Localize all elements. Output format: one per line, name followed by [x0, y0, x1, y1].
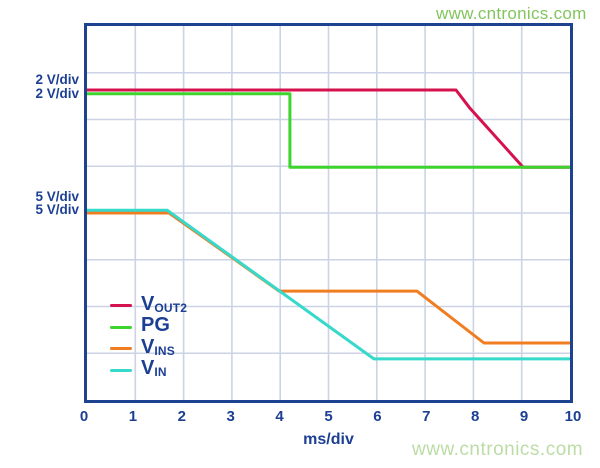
legend-item-vout2: VOUT2	[110, 292, 188, 317]
legend-item-pg: PG	[110, 314, 187, 339]
x-tick-label: 1	[128, 408, 138, 425]
x-tick-label: 5	[324, 408, 333, 425]
x-tick-label: 8	[471, 408, 480, 425]
scale-label-vout2: 2 V/div	[35, 72, 79, 87]
trace-pg	[87, 92, 570, 169]
x-axis-title: ms/div	[303, 431, 354, 448]
trace-v_ins	[87, 211, 570, 345]
legend-swatch-pg	[110, 325, 132, 329]
x-tick-label: 10	[564, 408, 582, 425]
legend-swatch-vout2	[110, 304, 132, 308]
x-tick-label: 7	[422, 408, 431, 425]
waveform-chart	[87, 26, 570, 400]
legend-swatch-vins	[110, 347, 132, 351]
x-tick-label: 6	[373, 408, 382, 425]
watermark-top: www.cntronics.com	[436, 4, 587, 23]
x-tick-label: 3	[226, 408, 235, 425]
x-tick-label: 0	[79, 408, 89, 425]
x-tick-label: 9	[519, 408, 529, 425]
plot-area	[84, 23, 573, 403]
watermark-bottom: www.cntronics.com	[412, 439, 584, 460]
legend: VOUT2 PG VINS VIN	[110, 292, 188, 382]
trace-v_in	[87, 208, 570, 361]
legend-swatch-vin	[110, 368, 132, 372]
legend-item-vins: VINS	[110, 335, 187, 360]
legend-label-vin: VIN	[141, 357, 167, 380]
scale-label-vin: 5 V/div	[35, 202, 79, 217]
x-tick-label: 2	[177, 408, 186, 425]
scale-label-vins: 5 V/div	[35, 188, 79, 204]
legend-label-vins: VINS	[141, 335, 175, 358]
legend-label-vout2: VOUT2	[141, 292, 188, 315]
x-tick-label: 4	[275, 408, 284, 425]
legend-label-pg: PG	[141, 314, 170, 337]
legend-item-vin: VIN	[110, 357, 187, 382]
scale-label-pg: 2 V/div	[35, 85, 79, 101]
